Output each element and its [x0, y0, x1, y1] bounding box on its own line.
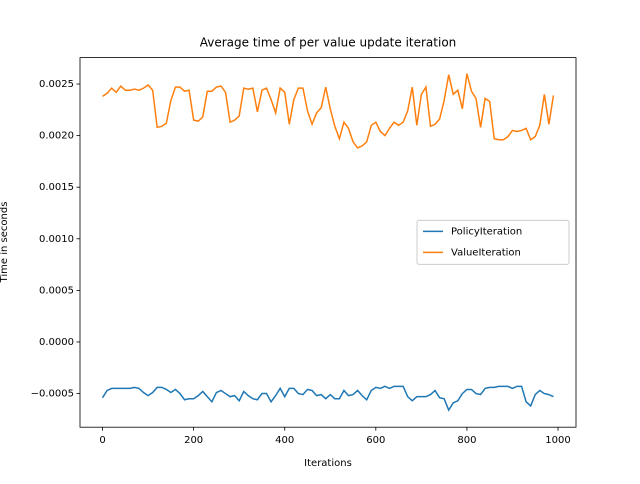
series-line: [102, 73, 555, 149]
x-tick-label: 600: [366, 435, 385, 446]
y-tick-label: 0.0005: [39, 285, 74, 296]
axes-frame: [79, 57, 577, 428]
y-tick-label: 0.0015: [39, 182, 74, 193]
y-tick-label: 0.0010: [39, 234, 74, 245]
series-line: [101, 385, 554, 412]
y-tick-label: 0.0025: [39, 79, 74, 90]
x-tick-label: 0: [99, 435, 105, 446]
y-tick-label: −0.0005: [31, 389, 74, 400]
x-tick-label: 800: [457, 435, 476, 446]
x-tick-label: 1000: [545, 435, 570, 446]
legend-label: PolicyIteration: [451, 226, 522, 237]
legend-label: ValueIteration: [451, 247, 521, 258]
y-tick-label: 0.0000: [39, 337, 74, 348]
legend-box: [416, 219, 570, 265]
x-tick-label: 400: [275, 435, 294, 446]
x-axis-label: Iterations: [304, 458, 352, 469]
y-axis-label: Time in seconds: [0, 202, 10, 284]
y-tick-label: 0.0020: [39, 131, 74, 142]
x-tick-label: 200: [184, 435, 203, 446]
chart-title: Average time of per value update iterati…: [200, 36, 457, 50]
